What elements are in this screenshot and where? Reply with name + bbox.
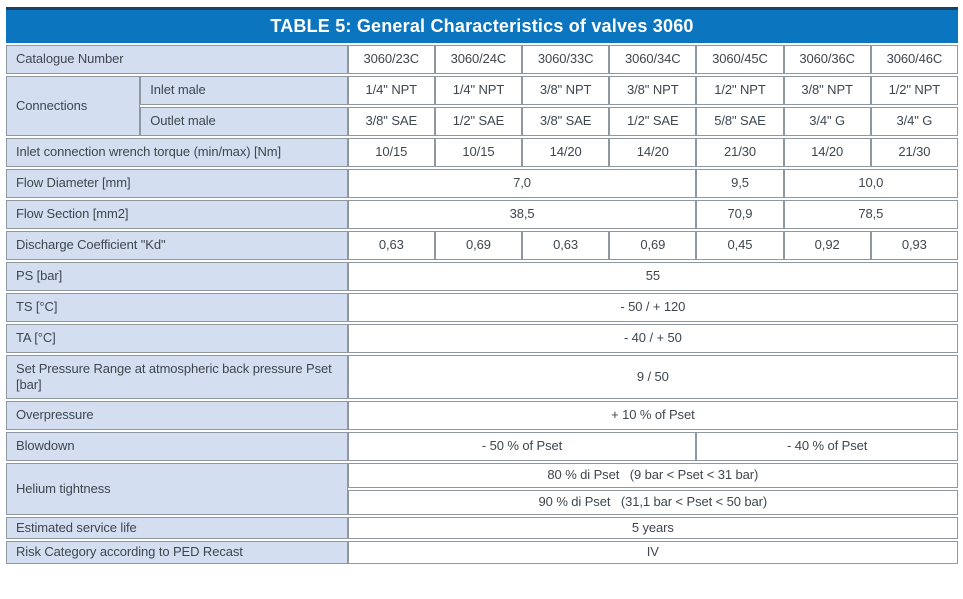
row-ps: PS [bar] 55 bbox=[6, 262, 958, 291]
outlet-male-value: 5/8" SAE bbox=[696, 107, 784, 136]
row-risk-category: Risk Category according to PED Recast IV bbox=[6, 541, 958, 564]
helium-tightness-label: Helium tightness bbox=[6, 463, 348, 515]
catalogue-number-value: 3060/34C bbox=[609, 45, 697, 74]
wrench-torque-value: 10/15 bbox=[434, 138, 523, 167]
row-catalogue-number: Catalogue Number 3060/23C 3060/24C 3060/… bbox=[6, 45, 958, 74]
catalogue-number-value: 3060/24C bbox=[434, 45, 523, 74]
overpressure-label: Overpressure bbox=[6, 401, 348, 430]
blowdown-label: Blowdown bbox=[6, 432, 348, 461]
inlet-male-value: 1/2" NPT bbox=[870, 76, 958, 105]
outlet-male-value: 3/4" G bbox=[870, 107, 958, 136]
catalogue-number-value: 3060/36C bbox=[783, 45, 871, 74]
catalogue-number-value: 3060/46C bbox=[870, 45, 958, 74]
wrench-torque-value: 10/15 bbox=[347, 138, 435, 167]
row-set-pressure-range: Set Pressure Range at atmospheric back p… bbox=[6, 355, 958, 399]
connections-label: Connections bbox=[6, 76, 141, 136]
discharge-coefficient-value: 0,69 bbox=[434, 231, 523, 260]
flow-diameter-label: Flow Diameter [mm] bbox=[6, 169, 348, 198]
discharge-coefficient-label: Discharge Coefficient "Kd" bbox=[6, 231, 348, 260]
helium-tightness-value: 80 % di Pset (9 bar < Pset < 31 bar) bbox=[347, 463, 958, 488]
inlet-male-value: 3/8" NPT bbox=[783, 76, 871, 105]
row-wrench-torque: Inlet connection wrench torque (min/max)… bbox=[6, 138, 958, 167]
blowdown-value: - 40 % of Pset bbox=[696, 432, 958, 461]
row-ts: TS [°C] - 50 / + 120 bbox=[6, 293, 958, 322]
inlet-male-value: 3/8" NPT bbox=[609, 76, 697, 105]
wrench-torque-value: 21/30 bbox=[696, 138, 784, 167]
row-service-life: Estimated service life 5 years bbox=[6, 517, 958, 540]
inlet-male-label: Inlet male bbox=[140, 76, 348, 105]
outlet-male-value: 1/2" SAE bbox=[609, 107, 697, 136]
outlet-male-value: 3/8" SAE bbox=[347, 107, 435, 136]
row-helium-tightness-1: Helium tightness 80 % di Pset (9 bar < P… bbox=[6, 463, 958, 515]
ta-label: TA [°C] bbox=[6, 324, 348, 353]
risk-category-value: IV bbox=[347, 541, 958, 564]
discharge-coefficient-value: 0,92 bbox=[783, 231, 871, 260]
row-flow-section: Flow Section [mm2] 38,5 70,9 78,5 bbox=[6, 200, 958, 229]
discharge-coefficient-value: 0,63 bbox=[522, 231, 610, 260]
ts-label: TS [°C] bbox=[6, 293, 348, 322]
ps-value: 55 bbox=[347, 262, 958, 291]
wrench-torque-value: 14/20 bbox=[522, 138, 610, 167]
flow-diameter-value: 9,5 bbox=[696, 169, 784, 198]
ta-value: - 40 / + 50 bbox=[347, 324, 958, 353]
flow-diameter-value: 7,0 bbox=[347, 169, 697, 198]
flow-section-label: Flow Section [mm2] bbox=[6, 200, 348, 229]
inlet-male-value: 1/2" NPT bbox=[696, 76, 784, 105]
row-overpressure: Overpressure + 10 % of Pset bbox=[6, 401, 958, 430]
catalogue-number-value: 3060/33C bbox=[522, 45, 610, 74]
outlet-male-value: 3/8" SAE bbox=[522, 107, 610, 136]
flow-section-value: 38,5 bbox=[347, 200, 697, 229]
ps-label: PS [bar] bbox=[6, 262, 348, 291]
flow-section-value: 78,5 bbox=[783, 200, 958, 229]
overpressure-value: + 10 % of Pset bbox=[347, 401, 958, 430]
wrench-torque-value: 14/20 bbox=[609, 138, 697, 167]
row-connections-outlet: Outlet male 3/8" SAE 1/2" SAE 3/8" SAE 1… bbox=[6, 107, 958, 136]
catalogue-number-value: 3060/23C bbox=[347, 45, 435, 74]
row-flow-diameter: Flow Diameter [mm] 7,0 9,5 10,0 bbox=[6, 169, 958, 198]
discharge-coefficient-value: 0,69 bbox=[609, 231, 697, 260]
service-life-label: Estimated service life bbox=[6, 517, 348, 540]
inlet-male-value: 3/8" NPT bbox=[522, 76, 610, 105]
inlet-male-value: 1/4" NPT bbox=[434, 76, 523, 105]
outlet-male-label: Outlet male bbox=[140, 107, 348, 136]
row-discharge-coefficient: Discharge Coefficient "Kd" 0,63 0,69 0,6… bbox=[6, 231, 958, 260]
risk-category-label: Risk Category according to PED Recast bbox=[6, 541, 348, 564]
catalogue-number-label: Catalogue Number bbox=[6, 45, 348, 74]
blowdown-value: - 50 % of Pset bbox=[347, 432, 697, 461]
set-pressure-range-value: 9 / 50 bbox=[347, 355, 958, 399]
flow-section-value: 70,9 bbox=[696, 200, 784, 229]
wrench-torque-value: 21/30 bbox=[870, 138, 958, 167]
flow-diameter-value: 10,0 bbox=[783, 169, 958, 198]
row-ta: TA [°C] - 40 / + 50 bbox=[6, 324, 958, 353]
discharge-coefficient-value: 0,45 bbox=[696, 231, 784, 260]
set-pressure-range-label: Set Pressure Range at atmospheric back p… bbox=[6, 355, 348, 399]
outlet-male-value: 3/4" G bbox=[783, 107, 871, 136]
row-helium-tightness-2: 90 % di Pset (31,1 bar < Pset < 50 bar) bbox=[6, 490, 958, 515]
row-blowdown: Blowdown - 50 % of Pset - 40 % of Pset bbox=[6, 432, 958, 461]
ts-value: - 50 / + 120 bbox=[347, 293, 958, 322]
discharge-coefficient-value: 0,63 bbox=[347, 231, 435, 260]
row-connections-inlet: Connections Inlet male 1/4" NPT 1/4" NPT… bbox=[6, 76, 958, 136]
catalogue-number-value: 3060/45C bbox=[696, 45, 784, 74]
outlet-male-value: 1/2" SAE bbox=[434, 107, 523, 136]
discharge-coefficient-value: 0,93 bbox=[870, 231, 958, 260]
helium-tightness-value: 90 % di Pset (31,1 bar < Pset < 50 bar) bbox=[347, 490, 958, 515]
table-title: TABLE 5: General Characteristics of valv… bbox=[6, 7, 958, 43]
inlet-male-value: 1/4" NPT bbox=[347, 76, 435, 105]
valve-characteristics-table: TABLE 5: General Characteristics of valv… bbox=[6, 5, 958, 566]
service-life-value: 5 years bbox=[347, 517, 958, 540]
wrench-torque-label: Inlet connection wrench torque (min/max)… bbox=[6, 138, 348, 167]
table-title-row: TABLE 5: General Characteristics of valv… bbox=[6, 7, 958, 43]
wrench-torque-value: 14/20 bbox=[783, 138, 871, 167]
